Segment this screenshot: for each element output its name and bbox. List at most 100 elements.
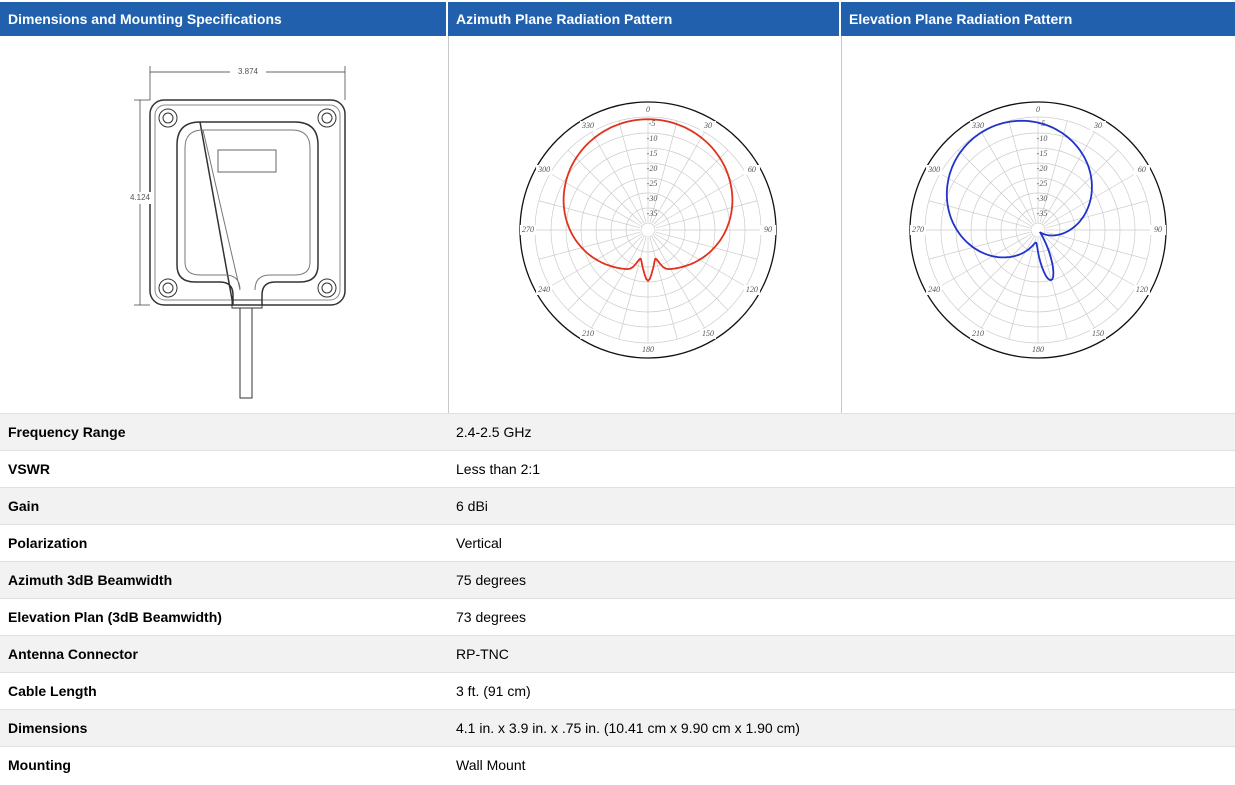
angle-label: 120 [746, 285, 758, 294]
angle-label: 330 [581, 121, 594, 130]
level-label: -10 [647, 134, 658, 143]
label-bg [970, 121, 986, 132]
spec-value: 4.1 in. x 3.9 in. x .75 in. (10.41 cm x … [456, 720, 800, 736]
angle-label: 330 [971, 121, 984, 130]
grid-spoke [1008, 237, 1037, 340]
level-label: -15 [647, 149, 658, 158]
grid-spoke [651, 236, 705, 329]
level-label: -10 [1037, 134, 1048, 143]
grid-spoke [1045, 231, 1148, 260]
grid-spoke [655, 231, 758, 260]
grid-spoke [653, 235, 729, 311]
label-bg [926, 165, 943, 175]
label-bg [1133, 165, 1150, 175]
header-cell: Dimensions and Mounting Specifications [0, 2, 448, 36]
label-bg [536, 285, 553, 295]
angle-label: 30 [1093, 121, 1102, 130]
spec-value: 73 degrees [456, 609, 527, 625]
spec-value: Wall Mount [456, 757, 526, 773]
label-bg [640, 105, 656, 115]
spec-label: Mounting [8, 757, 71, 773]
spec-label: Elevation Plan (3dB Beamwidth) [8, 609, 222, 625]
angle-label: 210 [972, 329, 984, 338]
grid-spoke [567, 149, 643, 225]
spec-value: 6 dBi [456, 498, 488, 514]
angle-label: 90 [1154, 225, 1162, 234]
angle-label: 60 [1138, 165, 1146, 174]
angle-label: 300 [537, 165, 550, 174]
spec-row: Frequency Range 2.4-2.5 GHz [0, 413, 1235, 450]
header-cell: Elevation Plane Radiation Pattern [841, 2, 1235, 36]
label-bg [126, 192, 154, 204]
grid-spoke [939, 173, 1032, 227]
label-bg [1090, 121, 1106, 132]
grid-spoke [651, 131, 705, 224]
grid-ring [640, 222, 656, 238]
angle-label: 240 [928, 285, 940, 294]
label-bg [1133, 285, 1150, 295]
level-label: -35 [1037, 209, 1048, 218]
grid-spoke [1039, 237, 1068, 340]
spec-value: 2.4-2.5 GHz [456, 424, 532, 440]
spec-label: VSWR [8, 461, 50, 477]
grid-spoke [939, 233, 1032, 287]
spec-label: Polarization [8, 535, 88, 551]
grid-spoke [1045, 200, 1148, 229]
label-bg [743, 165, 760, 175]
angle-label: 90 [764, 225, 772, 234]
grid-spoke [618, 237, 647, 340]
spec-value: RP-TNC [456, 646, 509, 662]
grid-spoke [981, 131, 1035, 224]
level-label: -20 [1037, 164, 1048, 173]
image-cell [0, 36, 449, 413]
spec-label: Dimensions [8, 720, 88, 736]
angle-label: 0 [1036, 105, 1040, 114]
angle-label: 150 [702, 329, 714, 338]
label-bg [910, 225, 926, 235]
grid-spoke [1043, 149, 1119, 225]
spec-value: Vertical [456, 535, 502, 551]
spec-row: Polarization Vertical [0, 524, 1235, 561]
grid-spoke [1008, 120, 1037, 223]
grid-spoke [928, 231, 1031, 260]
angle-label: 180 [642, 345, 654, 354]
grid-spoke [928, 200, 1031, 229]
level-label: -30 [647, 194, 658, 203]
label-bg [1090, 328, 1106, 339]
spec-row: Mounting Wall Mount [0, 746, 1235, 783]
angle-label: 240 [538, 285, 550, 294]
grid-spoke [654, 233, 747, 287]
level-label: -20 [647, 164, 658, 173]
figures: 3.874 4.124 0306090120150180210240270300… [126, 66, 1167, 399]
label-bg [520, 225, 536, 235]
angle-label: 210 [582, 329, 594, 338]
label-bg [1150, 225, 1166, 235]
grid-spoke [649, 237, 678, 340]
spec-row: VSWR Less than 2:1 [0, 450, 1235, 487]
grid-spoke [1041, 236, 1095, 329]
label-bg [970, 328, 986, 339]
spec-row: Cable Length 3 ft. (91 cm) [0, 672, 1235, 709]
grid-spoke [567, 235, 643, 311]
spec-row: Dimensions 4.1 in. x 3.9 in. x .75 in. (1… [0, 709, 1235, 746]
spec-label: Azimuth 3dB Beamwidth [8, 572, 173, 588]
label-bg [743, 285, 760, 295]
grid-ring [1030, 222, 1046, 238]
label-bg [1030, 105, 1046, 115]
grid-spoke [591, 236, 645, 329]
level-label: -30 [1037, 194, 1048, 203]
angle-label: 270 [522, 225, 534, 234]
grid-spoke [655, 200, 758, 229]
level-label: -15 [1037, 149, 1048, 158]
grid-spoke [1039, 120, 1068, 223]
spec-value: Less than 2:1 [456, 461, 541, 477]
spec-row: Elevation Plan (3dB Beamwidth) 73 degrees [0, 598, 1235, 635]
grid-spoke [653, 149, 729, 225]
spec-row: Azimuth 3dB Beamwidth 75 degrees [0, 561, 1235, 598]
label-bg [760, 225, 776, 235]
spec-row: Gain 6 dBi [0, 487, 1235, 524]
grid-spoke [957, 235, 1033, 311]
level-label: -25 [647, 179, 658, 188]
